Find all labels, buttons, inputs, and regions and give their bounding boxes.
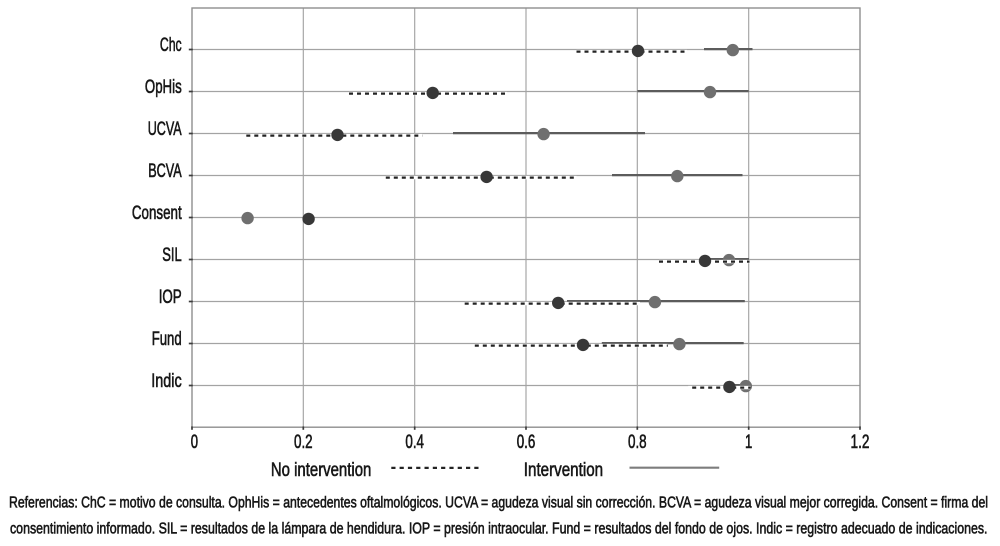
svg-text:UCVA: UCVA (148, 119, 182, 140)
svg-text:SIL: SIL (162, 245, 182, 266)
svg-text:Referencias: ChC = motivo de c: Referencias: ChC = motivo de consulta. O… (9, 494, 988, 511)
svg-text:0: 0 (191, 432, 198, 453)
svg-text:OpHis: OpHis (145, 77, 182, 98)
svg-text:0.2: 0.2 (294, 432, 313, 453)
svg-text:1.2: 1.2 (851, 432, 870, 453)
svg-text:BCVA: BCVA (148, 161, 182, 182)
svg-text:0.4: 0.4 (405, 432, 424, 453)
svg-text:Chc: Chc (160, 35, 182, 56)
svg-text:Consent: Consent (132, 203, 182, 224)
svg-text:0.8: 0.8 (628, 432, 647, 453)
svg-text:Indic: Indic (151, 371, 182, 392)
svg-text:Fund: Fund (152, 329, 182, 350)
svg-text:IOP: IOP (159, 287, 182, 308)
svg-text:consentimiento informado. SIL: consentimiento informado. SIL = resultad… (10, 520, 988, 537)
svg-text:0.6: 0.6 (517, 432, 536, 453)
svg-text:Intervention: Intervention (524, 460, 603, 481)
svg-text:1: 1 (745, 432, 752, 453)
svg-text:No intervention: No intervention (271, 460, 371, 481)
